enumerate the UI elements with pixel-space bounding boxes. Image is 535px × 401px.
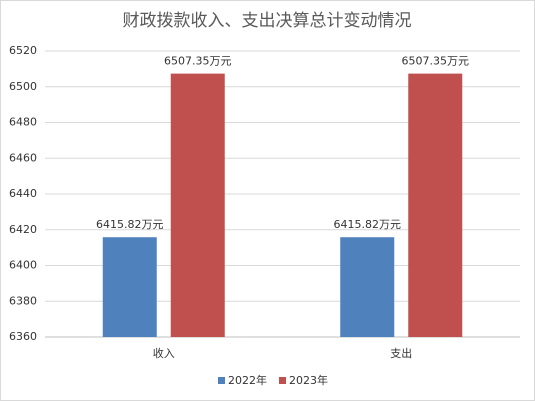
data-label: 6415.82万元 <box>334 218 402 231</box>
y-tick-label: 6440 <box>9 187 37 200</box>
data-label: 6507.35万元 <box>164 55 232 68</box>
legend-label: 2023年 <box>289 373 328 387</box>
y-tick-label: 6520 <box>9 44 37 57</box>
x-tick-label: 收入 <box>153 346 175 360</box>
bar <box>340 237 395 337</box>
y-tick-label: 6420 <box>9 223 37 236</box>
y-tick-label: 6460 <box>9 151 37 164</box>
x-tick-label: 支出 <box>390 346 412 360</box>
bar <box>170 73 225 337</box>
legend-label: 2022年 <box>228 373 267 387</box>
legend-swatch <box>279 377 286 384</box>
data-label: 6507.35万元 <box>402 55 470 68</box>
chart-title: 财政拨款收入、支出决算总计变动情况 <box>123 11 412 31</box>
legend-swatch <box>218 377 225 384</box>
bar <box>408 73 463 337</box>
y-tick-label: 6380 <box>9 294 37 307</box>
y-tick-label: 6360 <box>9 330 37 343</box>
y-tick-label: 6500 <box>9 80 37 93</box>
bar <box>102 237 157 337</box>
y-tick-label: 6480 <box>9 116 37 129</box>
data-label: 6415.82万元 <box>96 218 164 231</box>
y-tick-label: 6400 <box>9 259 37 272</box>
